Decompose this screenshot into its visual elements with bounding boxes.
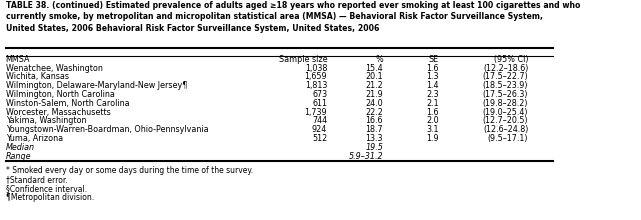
Text: 1.9: 1.9 (426, 134, 439, 143)
Text: Yuma, Arizona: Yuma, Arizona (6, 134, 63, 143)
Text: 20.1: 20.1 (365, 72, 383, 81)
Text: Wilmington, Delaware-Maryland-New Jersey¶: Wilmington, Delaware-Maryland-New Jersey… (6, 81, 187, 90)
Text: 16.6: 16.6 (365, 116, 383, 125)
Text: 19.5: 19.5 (365, 143, 383, 152)
Text: (17.5–26.3): (17.5–26.3) (483, 90, 528, 99)
Text: (12.6–24.8): (12.6–24.8) (483, 125, 528, 134)
Text: Median: Median (6, 143, 35, 152)
Text: 1,038: 1,038 (305, 64, 328, 73)
Text: 24.0: 24.0 (365, 99, 383, 108)
Text: 5.9–31.2: 5.9–31.2 (349, 152, 383, 161)
Text: §Confidence interval.: §Confidence interval. (6, 184, 87, 193)
Text: Worcester, Massachusetts: Worcester, Massachusetts (6, 108, 110, 117)
Text: Winston-Salem, North Carolina: Winston-Salem, North Carolina (6, 99, 129, 108)
Text: Wichita, Kansas: Wichita, Kansas (6, 72, 69, 81)
Text: †Standard error.: †Standard error. (6, 175, 67, 184)
Text: ¶Metropolitan division.: ¶Metropolitan division. (6, 193, 94, 202)
Text: SE: SE (429, 55, 439, 64)
Text: 1.6: 1.6 (426, 64, 439, 73)
Text: 611: 611 (312, 99, 328, 108)
Text: * Smoked every day or some days during the time of the survey.: * Smoked every day or some days during t… (6, 166, 253, 175)
Text: (95% CI): (95% CI) (494, 55, 528, 64)
Text: 21.2: 21.2 (365, 81, 383, 90)
Text: (9.5–17.1): (9.5–17.1) (488, 134, 528, 143)
Text: Yakima, Washington: Yakima, Washington (6, 116, 86, 125)
Text: 1,739: 1,739 (304, 108, 328, 117)
Text: 1,813: 1,813 (305, 81, 328, 90)
Text: 2.1: 2.1 (426, 99, 439, 108)
Text: 1.4: 1.4 (426, 81, 439, 90)
Text: (19.0–25.4): (19.0–25.4) (483, 108, 528, 117)
Text: MMSA: MMSA (6, 55, 30, 64)
Text: 1,659: 1,659 (304, 72, 328, 81)
Text: 22.2: 22.2 (365, 108, 383, 117)
Text: (12.7–20.5): (12.7–20.5) (483, 116, 528, 125)
Text: (12.2–18.6): (12.2–18.6) (483, 64, 528, 73)
Text: 13.3: 13.3 (365, 134, 383, 143)
Text: 2.0: 2.0 (426, 116, 439, 125)
Text: Youngstown-Warren-Boardman, Ohio-Pennsylvania: Youngstown-Warren-Boardman, Ohio-Pennsyl… (6, 125, 208, 134)
Text: Range: Range (6, 152, 31, 161)
Text: (19.8–28.2): (19.8–28.2) (483, 99, 528, 108)
Text: %: % (376, 55, 383, 64)
Text: 3.1: 3.1 (426, 125, 439, 134)
Text: 924: 924 (312, 125, 328, 134)
Text: (17.5–22.7): (17.5–22.7) (483, 72, 528, 81)
Text: 1.6: 1.6 (426, 108, 439, 117)
Text: Wilmington, North Carolina: Wilmington, North Carolina (6, 90, 115, 99)
Text: 744: 744 (312, 116, 328, 125)
Text: 512: 512 (312, 134, 328, 143)
Text: 18.7: 18.7 (365, 125, 383, 134)
Text: TABLE 38. (continued) Estimated prevalence of adults aged ≥18 years who reported: TABLE 38. (continued) Estimated prevalen… (6, 1, 580, 33)
Text: Wenatchee, Washington: Wenatchee, Washington (6, 64, 103, 73)
Text: 2.3: 2.3 (426, 90, 439, 99)
Text: 1.3: 1.3 (426, 72, 439, 81)
Text: (18.5–23.9): (18.5–23.9) (483, 81, 528, 90)
Text: Sample size: Sample size (279, 55, 328, 64)
Text: 15.4: 15.4 (365, 64, 383, 73)
Text: 673: 673 (312, 90, 328, 99)
Text: 21.9: 21.9 (365, 90, 383, 99)
